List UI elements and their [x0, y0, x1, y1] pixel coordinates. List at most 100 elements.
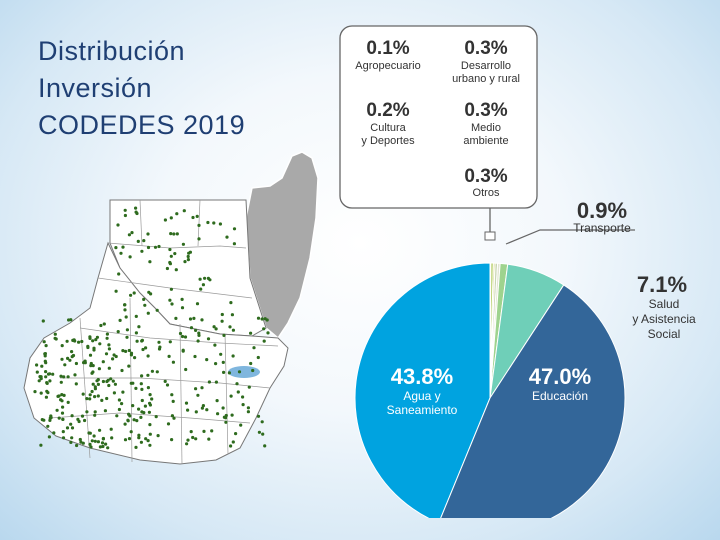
project-point [205, 358, 209, 362]
project-point [139, 440, 143, 444]
project-point [148, 393, 152, 397]
project-point [120, 402, 124, 406]
project-point [180, 306, 185, 310]
project-point [221, 406, 225, 410]
educacion-label: Educación [532, 389, 588, 403]
project-point [117, 272, 121, 276]
project-point [168, 260, 172, 265]
salud-label-line-3: Social [648, 327, 681, 341]
project-point [142, 239, 146, 243]
project-point [127, 437, 132, 441]
project-point [170, 438, 174, 442]
agua-value: 43.8% [391, 364, 453, 389]
callout-pointer [484, 231, 496, 241]
project-point [91, 339, 95, 343]
project-point [95, 379, 99, 383]
project-point [109, 427, 113, 431]
project-point [158, 345, 162, 349]
project-point [237, 370, 242, 374]
project-point [206, 220, 210, 225]
project-point [55, 408, 59, 412]
project-point [70, 350, 74, 354]
project-point [166, 422, 171, 426]
project-point [56, 394, 60, 398]
project-point [53, 332, 57, 336]
project-point [78, 437, 82, 442]
project-point [172, 416, 176, 420]
project-point [137, 436, 141, 440]
project-point [136, 239, 140, 243]
project-point [194, 328, 198, 332]
project-point [194, 410, 198, 414]
guatemala-map [23, 151, 319, 465]
project-point [93, 413, 97, 417]
project-point [125, 328, 129, 332]
project-point [169, 216, 173, 220]
project-point [73, 373, 77, 377]
project-point [60, 357, 64, 361]
project-point [134, 314, 138, 318]
project-point [230, 313, 234, 317]
project-point [44, 395, 48, 399]
project-point [130, 231, 134, 235]
project-point [61, 405, 65, 409]
otros-label: Otros [473, 187, 500, 199]
project-point [188, 317, 193, 321]
project-point [212, 325, 216, 329]
project-point [247, 385, 251, 389]
project-point [178, 331, 183, 336]
project-point [80, 414, 85, 418]
project-point [201, 404, 205, 408]
project-point [67, 318, 71, 322]
title-line-1: Distribución [38, 36, 186, 66]
project-point [137, 407, 141, 411]
project-point [41, 319, 45, 323]
project-point [62, 375, 66, 379]
project-point [202, 429, 206, 433]
project-point [59, 374, 63, 378]
project-point [195, 214, 199, 218]
project-point [94, 338, 98, 342]
project-point [35, 370, 39, 374]
project-point [229, 394, 233, 398]
agua-label-line-2: Saneamiento [387, 403, 458, 417]
project-point [105, 396, 109, 401]
project-point [42, 340, 46, 344]
title-line-3: CODEDES 2019 [38, 110, 246, 140]
project-point [88, 397, 92, 401]
project-point [113, 382, 117, 386]
project-point [114, 246, 118, 250]
project-point [118, 318, 122, 322]
project-point [65, 339, 69, 343]
project-point [197, 331, 201, 335]
project-point [107, 366, 111, 370]
pie-slice-agua-y-saneamiento [354, 262, 491, 518]
project-point [260, 420, 264, 424]
project-point [156, 434, 160, 438]
project-point [252, 346, 256, 350]
project-point [195, 302, 200, 306]
project-point [210, 429, 214, 433]
project-point [129, 351, 134, 355]
project-point [165, 383, 170, 387]
project-point [224, 416, 228, 420]
project-point [93, 387, 97, 391]
project-point [46, 372, 51, 376]
project-point [157, 244, 161, 249]
salud-value: 7.1% [637, 272, 687, 297]
project-point [70, 414, 74, 418]
project-point [44, 361, 48, 365]
project-point [198, 277, 202, 281]
project-point [150, 369, 154, 373]
project-point [184, 367, 188, 372]
medio-ambiente-label-line-1: Medio [471, 122, 501, 134]
project-point [174, 316, 178, 320]
project-point [135, 339, 139, 343]
project-point [188, 250, 192, 254]
project-point [54, 337, 58, 341]
project-point [174, 268, 178, 272]
project-point [124, 315, 128, 319]
pie-chart: 0.1% Agropecuario 0.3% Desarrollo urbano… [339, 25, 696, 518]
project-point [173, 252, 177, 256]
project-point [106, 378, 110, 382]
